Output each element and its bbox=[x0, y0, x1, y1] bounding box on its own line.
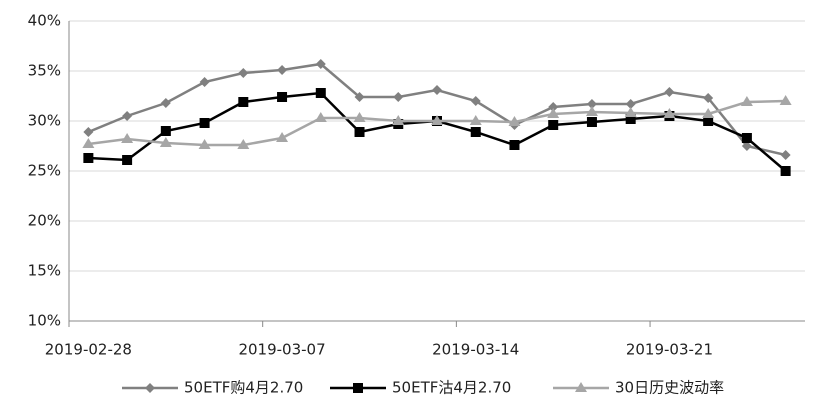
data-point bbox=[780, 166, 791, 176]
data-point bbox=[238, 68, 249, 78]
data-point bbox=[237, 139, 250, 149]
data-point bbox=[585, 106, 598, 116]
series-line bbox=[88, 91, 787, 172]
data-point bbox=[741, 141, 752, 151]
data-point bbox=[548, 120, 559, 130]
data-point bbox=[432, 85, 442, 95]
legend-marker bbox=[353, 383, 363, 393]
data-point bbox=[82, 138, 95, 148]
data-point bbox=[470, 127, 481, 137]
legend-label: 50ETF购4月2.70 bbox=[184, 379, 303, 397]
data-point bbox=[548, 102, 559, 112]
y-tick-label: 15% bbox=[28, 262, 61, 280]
data-point bbox=[547, 108, 560, 118]
data-point bbox=[238, 97, 249, 107]
legend-marker bbox=[575, 382, 587, 392]
data-point bbox=[740, 96, 753, 106]
data-point bbox=[624, 107, 637, 117]
data-point bbox=[625, 114, 636, 124]
data-point bbox=[160, 126, 171, 136]
x-tick-label: 2019-02-28 bbox=[45, 341, 132, 359]
data-point bbox=[469, 115, 482, 125]
legend-label: 30日历史波动率 bbox=[615, 379, 724, 397]
data-point bbox=[276, 132, 289, 142]
series-line bbox=[87, 62, 786, 157]
y-tick-label: 10% bbox=[28, 312, 61, 330]
data-point bbox=[780, 150, 791, 160]
data-point bbox=[703, 93, 714, 103]
data-point bbox=[122, 155, 133, 165]
data-point bbox=[121, 133, 134, 143]
data-point bbox=[354, 92, 365, 102]
data-point bbox=[315, 59, 326, 69]
y-tick-label: 30% bbox=[28, 112, 61, 130]
data-point bbox=[586, 99, 597, 109]
data-point bbox=[663, 108, 676, 118]
x-tick-label: 2019-03-07 bbox=[238, 341, 325, 359]
x-tick-label: 2019-03-21 bbox=[626, 341, 713, 359]
y-tick-label: 25% bbox=[28, 162, 61, 180]
data-point bbox=[160, 98, 171, 108]
data-point bbox=[703, 116, 714, 126]
data-point bbox=[431, 115, 443, 125]
y-tick-label: 35% bbox=[28, 62, 61, 80]
data-point bbox=[586, 117, 597, 127]
data-point bbox=[122, 111, 133, 121]
data-point bbox=[83, 153, 94, 163]
data-point bbox=[392, 115, 405, 125]
legend-label: 50ETF沽4月2.70 bbox=[392, 379, 511, 397]
data-point bbox=[664, 87, 675, 97]
legend-marker bbox=[145, 383, 155, 393]
data-point bbox=[314, 112, 327, 122]
data-point bbox=[277, 92, 288, 102]
data-point bbox=[741, 133, 752, 143]
data-point bbox=[353, 112, 366, 122]
data-point bbox=[508, 116, 521, 126]
data-point bbox=[393, 92, 404, 102]
data-point bbox=[159, 137, 172, 147]
y-tick-label: 20% bbox=[28, 212, 61, 230]
data-point bbox=[199, 77, 210, 87]
data-point bbox=[277, 65, 288, 75]
data-point bbox=[470, 96, 481, 106]
data-point bbox=[198, 139, 211, 149]
y-tick-label: 40% bbox=[28, 12, 61, 30]
data-point bbox=[779, 95, 792, 105]
data-point bbox=[83, 127, 94, 137]
data-point bbox=[702, 108, 715, 118]
data-point bbox=[315, 88, 326, 98]
data-point bbox=[354, 127, 365, 137]
data-point bbox=[625, 99, 636, 109]
data-point bbox=[199, 118, 210, 128]
data-point bbox=[509, 140, 520, 150]
x-tick-label: 2019-03-14 bbox=[432, 341, 519, 359]
